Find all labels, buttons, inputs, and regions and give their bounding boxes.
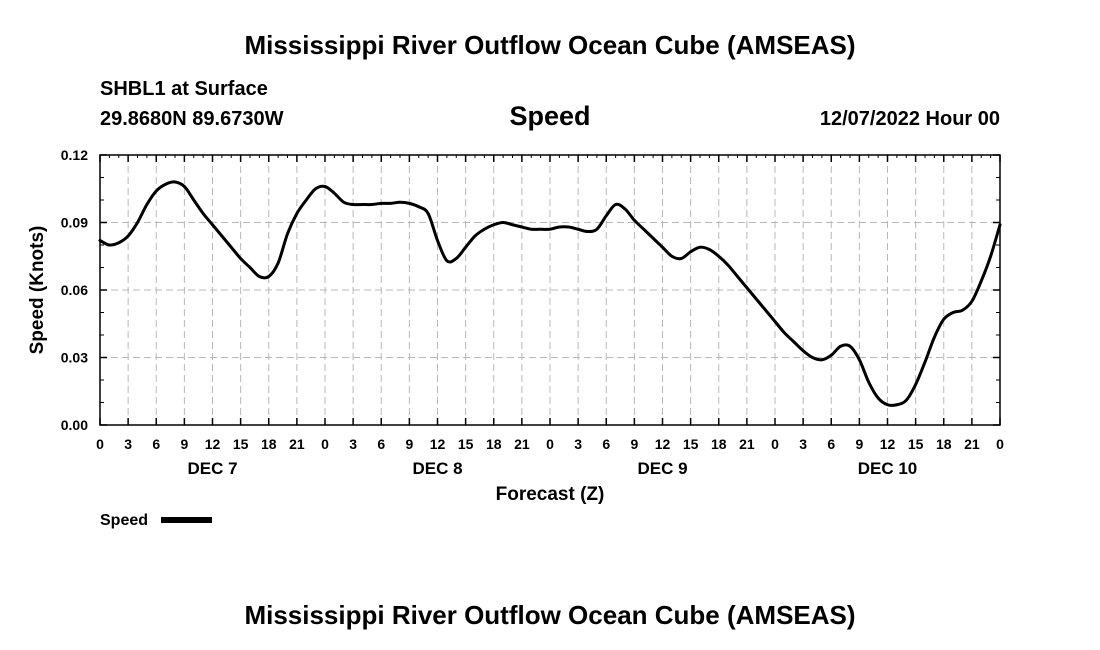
x-tick-label: 9 (405, 436, 413, 452)
station-label: SHBL1 at Surface (100, 78, 268, 100)
x-tick-label: 21 (289, 436, 305, 452)
x-tick-label: 3 (799, 436, 807, 452)
x-tick-label: 12 (205, 436, 221, 452)
x-tick-label: 0 (96, 436, 104, 452)
legend-swatch (161, 517, 212, 523)
day-label: DEC 10 (858, 459, 918, 478)
x-tick-label: 12 (430, 436, 446, 452)
footer-title: Mississippi River Outflow Ocean Cube (AM… (244, 600, 855, 630)
chart-subtitle: Speed (509, 101, 590, 131)
x-tick-label: 15 (458, 436, 474, 452)
datetime-label: 12/07/2022 Hour 00 (820, 108, 1000, 130)
x-tick-label: 0 (771, 436, 779, 452)
x-tick-label: 15 (908, 436, 924, 452)
x-axis-label: Forecast (Z) (496, 484, 605, 505)
x-tick-label: 21 (964, 436, 980, 452)
coordinates-label: 29.8680N 89.6730W (100, 108, 284, 130)
x-tick-label: 3 (124, 436, 132, 452)
x-tick-label: 6 (152, 436, 160, 452)
x-tick-label: 18 (936, 436, 952, 452)
x-tick-label: 0 (996, 436, 1004, 452)
x-tick-label: 18 (711, 436, 727, 452)
x-tick-label: 0 (321, 436, 329, 452)
x-tick-label: 15 (683, 436, 699, 452)
day-labels: DEC 7 DEC 8 DEC 9 DEC 10 (187, 459, 917, 478)
day-label: DEC 9 (637, 459, 687, 478)
x-tick-label: 21 (739, 436, 755, 452)
plot-frame (99, 154, 1001, 426)
x-tick-label: 9 (855, 436, 863, 452)
y-tick-label: 0.09 (61, 215, 88, 231)
y-tick-label: 0.12 (61, 147, 88, 163)
day-label: DEC 8 (412, 459, 462, 478)
x-tick-label: 12 (655, 436, 671, 452)
y-tick-labels: 0.00 0.03 0.06 0.09 0.12 (61, 147, 88, 433)
y-axis-label: Speed (Knots) (27, 226, 48, 355)
x-tick-label: 6 (827, 436, 835, 452)
x-tick-label: 9 (180, 436, 188, 452)
y-tick-label: 0.06 (61, 282, 88, 298)
series-line-speed (98, 180, 1002, 407)
x-tick-label: 21 (514, 436, 530, 452)
day-label: DEC 7 (187, 459, 237, 478)
x-tick-label: 9 (630, 436, 638, 452)
x-tick-label: 6 (377, 436, 385, 452)
plot-grid (100, 155, 1000, 425)
x-tick-label: 18 (486, 436, 502, 452)
x-tick-labels: 0 3 6 9 12 15 18 21 0 3 6 9 12 15 18 21 0 3 6 9 12 15 18 21 0 3 6 9… (96, 436, 1004, 452)
legend-label: Speed (100, 512, 148, 529)
x-tick-label: 0 (546, 436, 554, 452)
x-tick-label: 18 (261, 436, 277, 452)
x-tick-label: 15 (233, 436, 249, 452)
x-tick-label: 6 (602, 436, 610, 452)
y-tick-label: 0.03 (61, 350, 88, 366)
x-tick-label: 3 (574, 436, 582, 452)
chart-title: Mississippi River Outflow Ocean Cube (AM… (244, 30, 855, 60)
x-tick-label: 3 (349, 436, 357, 452)
y-tick-label: 0.00 (61, 417, 88, 433)
x-tick-label: 12 (880, 436, 896, 452)
